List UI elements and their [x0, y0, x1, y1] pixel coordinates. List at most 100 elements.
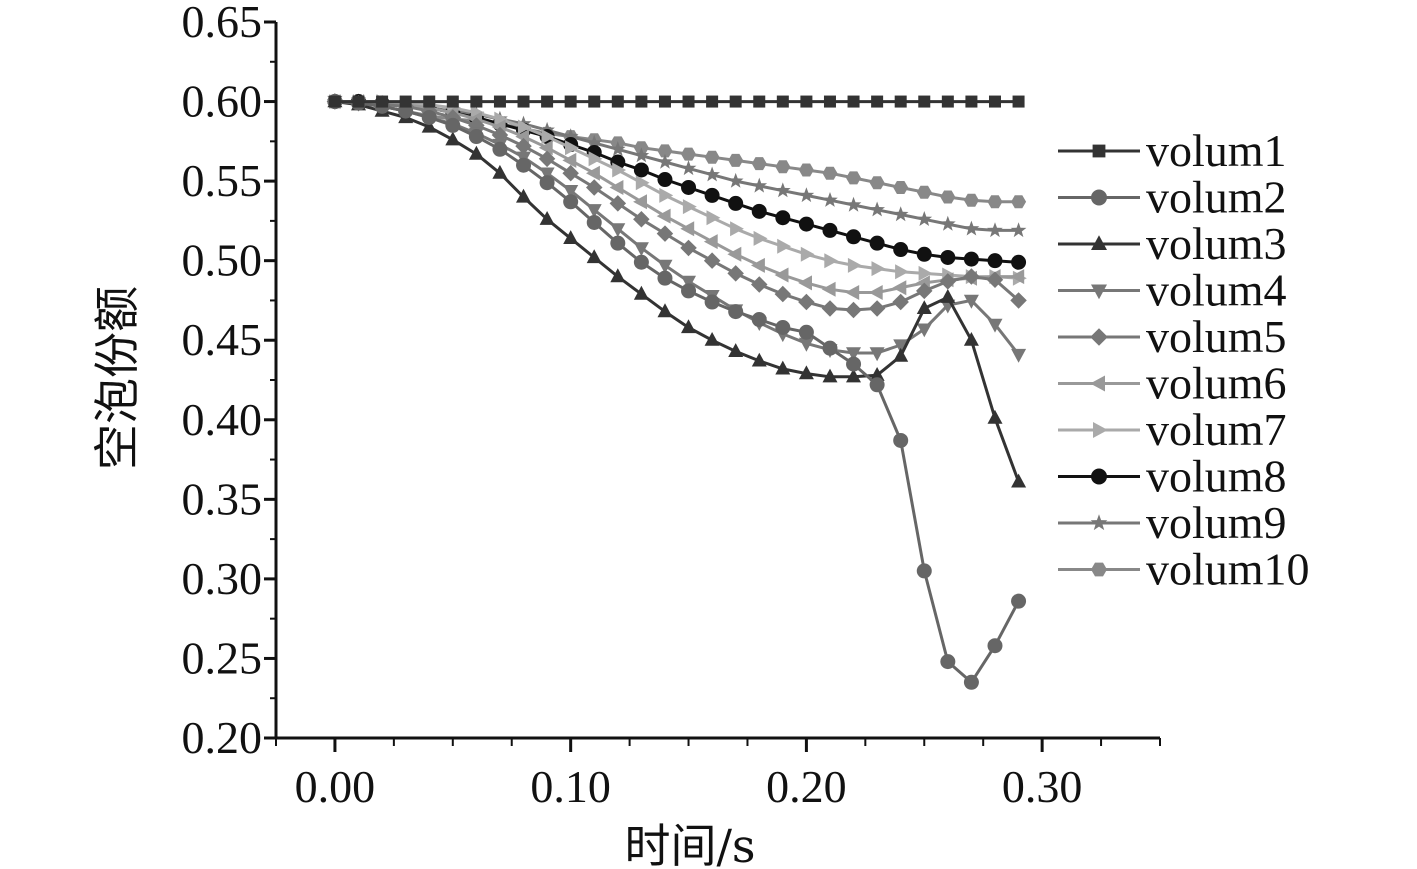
data-point	[916, 282, 933, 300]
data-point	[399, 95, 412, 108]
data-point	[846, 171, 861, 185]
data-point	[539, 211, 555, 225]
data-point	[703, 234, 718, 250]
data-point	[822, 166, 838, 180]
data-point	[775, 160, 791, 174]
data-point	[939, 273, 957, 290]
data-point	[893, 242, 909, 258]
data-point	[657, 153, 673, 169]
y-tick-label: 0.65	[182, 0, 263, 47]
data-point	[777, 238, 792, 254]
data-point	[656, 225, 674, 242]
data-point	[728, 304, 744, 320]
data-point	[564, 95, 577, 108]
data-point	[445, 131, 461, 146]
data-point	[657, 303, 673, 318]
data-point	[446, 95, 459, 108]
data-point	[657, 144, 673, 158]
data-point	[846, 356, 862, 372]
y-tick-label: 0.40	[182, 394, 263, 445]
data-point	[894, 95, 907, 108]
data-point	[586, 249, 602, 264]
data-point	[517, 119, 532, 135]
data-point	[633, 194, 647, 210]
data-point	[871, 95, 884, 108]
data-point	[494, 111, 509, 127]
legend-label: volum2	[1146, 172, 1287, 223]
data-point	[775, 182, 791, 198]
series-volum2	[327, 94, 1027, 690]
data-point	[706, 95, 719, 108]
data-point	[822, 192, 838, 207]
data-point	[821, 300, 839, 317]
data-point	[987, 195, 1003, 209]
data-point	[586, 179, 603, 196]
data-point	[635, 175, 650, 191]
data-point	[565, 140, 579, 156]
data-point	[987, 222, 1003, 238]
data-point	[776, 95, 789, 108]
data-point	[987, 409, 1003, 424]
data-point	[751, 352, 767, 367]
data-point	[753, 230, 768, 246]
data-point	[846, 229, 862, 245]
data-point	[800, 95, 813, 108]
data-point	[610, 235, 626, 251]
data-point	[730, 221, 744, 237]
data-point	[869, 347, 885, 362]
data-point	[633, 162, 649, 178]
legend-label: volum5	[1146, 311, 1287, 362]
y-axis-title: 空泡份额	[90, 286, 144, 470]
legend-marker	[1091, 562, 1107, 577]
data-point	[681, 179, 697, 195]
data-point	[987, 253, 1003, 269]
data-point	[586, 134, 603, 150]
legend-item: volum8	[1058, 451, 1287, 502]
data-point	[751, 276, 768, 293]
data-point	[588, 151, 603, 167]
data-point	[798, 293, 815, 311]
data-point	[421, 118, 437, 133]
data-point	[468, 145, 484, 160]
data-point	[680, 239, 697, 257]
data-point	[822, 222, 838, 238]
data-point	[893, 339, 909, 354]
data-point	[751, 177, 768, 193]
legend-label: volum1	[1146, 125, 1287, 176]
data-point	[680, 221, 695, 237]
legend-marker	[1090, 328, 1108, 346]
legend-item: volum3	[1058, 218, 1287, 269]
data-point	[445, 117, 461, 133]
data-point	[868, 285, 883, 300]
data-point	[751, 257, 765, 273]
data-point	[633, 254, 649, 270]
legend-item: volum9	[1058, 497, 1287, 548]
data-point	[588, 95, 601, 108]
legend-marker	[1091, 284, 1107, 300]
data-point	[516, 157, 532, 173]
series-line	[334, 100, 1020, 356]
data-point	[492, 164, 508, 179]
axes: 0.20 0.25 0.30 0.35 0.40 0.45 0.50 0.55 0.60 0.65…	[182, 0, 1161, 812]
data-point	[798, 187, 815, 203]
data-point	[703, 252, 721, 269]
data-point	[704, 187, 720, 203]
data-point	[658, 95, 671, 108]
series-line	[334, 100, 1019, 264]
data-point	[586, 165, 600, 181]
data-point	[1011, 195, 1027, 209]
data-point	[845, 285, 860, 300]
data-point	[376, 95, 389, 108]
data-point	[823, 95, 836, 108]
data-point	[610, 141, 626, 156]
data-point	[563, 194, 579, 210]
data-point	[893, 432, 909, 448]
data-point	[517, 95, 530, 108]
legend-item: volum10	[1058, 544, 1310, 595]
data-point	[987, 318, 1003, 333]
data-point	[352, 95, 365, 108]
y-tick-label: 0.60	[182, 76, 263, 127]
legend-label: volum8	[1146, 451, 1287, 502]
data-point	[895, 264, 909, 280]
